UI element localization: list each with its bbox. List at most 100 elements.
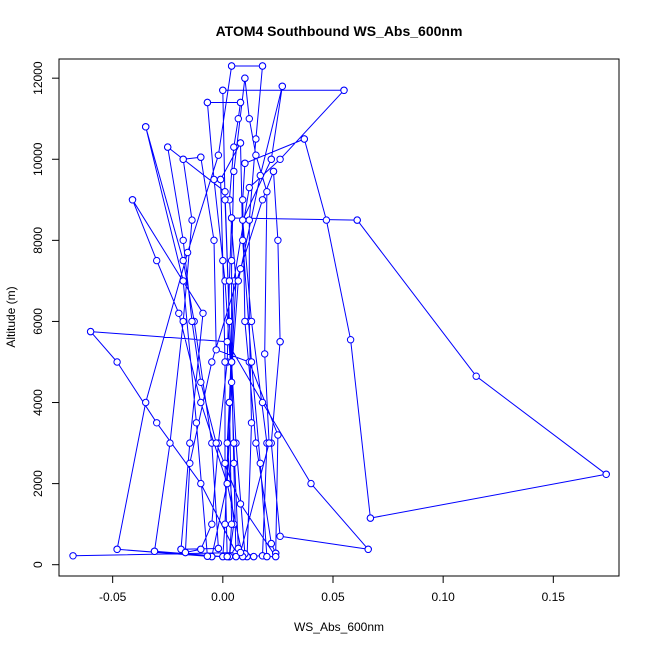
data-point [276, 155, 284, 164]
data-point [212, 346, 220, 354]
x-tick-label: 0.10 [431, 590, 455, 604]
data-point [227, 358, 236, 366]
data-point [236, 500, 245, 508]
data-point [221, 188, 229, 196]
data-point [197, 545, 205, 553]
data-point [113, 358, 121, 366]
data-point [183, 248, 192, 257]
data-point [247, 419, 256, 427]
data-point [258, 196, 267, 204]
data-point [197, 153, 205, 161]
data-point [300, 135, 308, 143]
data-point [263, 188, 271, 196]
data-point [212, 439, 220, 447]
data-point [179, 256, 187, 265]
y-tick-label: 8000 [31, 227, 45, 254]
chart-title: ATOM4 Southbound WS_Abs_600nm [216, 23, 463, 39]
data-point [252, 151, 260, 159]
data-point [227, 62, 236, 70]
data-point [241, 74, 249, 82]
data-point [366, 514, 375, 522]
data-point [364, 545, 372, 553]
data-point [186, 439, 194, 447]
data-point [188, 317, 196, 326]
data-point [210, 236, 218, 245]
data-point [269, 167, 278, 176]
data-point [210, 175, 218, 184]
data-point [128, 196, 137, 204]
data-point [267, 155, 275, 164]
data-point [179, 277, 187, 285]
y-tick-label: 12000 [31, 61, 45, 95]
data-point [223, 552, 231, 561]
data-point [247, 358, 256, 366]
data-point [203, 98, 212, 107]
data-point [186, 459, 194, 467]
data-point [236, 548, 245, 557]
data-point [234, 277, 243, 285]
data-point [188, 216, 196, 224]
data-point [214, 544, 223, 553]
data-point [142, 398, 150, 407]
data-point [179, 155, 187, 164]
data-point [197, 398, 205, 407]
data-point [230, 439, 238, 447]
data-point [197, 479, 205, 488]
data-point [175, 309, 183, 317]
data-point [216, 175, 225, 184]
data-point [250, 552, 258, 561]
data-point [278, 82, 286, 91]
y-tick-label: 2000 [31, 470, 45, 497]
data-point [252, 439, 260, 447]
data-point [236, 139, 245, 147]
x-tick-label: 0.00 [211, 590, 235, 604]
data-point [245, 115, 254, 123]
y-tick-label: 4000 [31, 389, 45, 416]
data-point [214, 151, 223, 159]
data-point [153, 256, 161, 265]
data-point [239, 216, 247, 224]
data-point [113, 545, 121, 553]
data-point [256, 171, 264, 180]
x-axis: -0.05 0.00 0.05 0.10 0.15 [99, 575, 566, 604]
data-point [472, 372, 480, 380]
data-point [274, 236, 282, 245]
data-point [219, 86, 227, 95]
data-point [267, 539, 275, 548]
data-point [153, 419, 161, 427]
data-point [150, 547, 159, 555]
x-tick-label: 0.05 [321, 590, 345, 604]
data-point [223, 338, 231, 346]
data-point [230, 459, 238, 467]
data-point [192, 419, 201, 427]
x-tick-label: 0.15 [542, 590, 566, 604]
data-point [252, 135, 260, 143]
data-point [230, 143, 238, 151]
data-point [245, 183, 254, 192]
data-point [219, 256, 227, 265]
data-point [276, 338, 284, 346]
data-point [261, 350, 269, 358]
data-point [225, 398, 234, 407]
data-point [225, 317, 234, 326]
data-point [179, 236, 187, 245]
x-axis-label: WS_Abs_600nm [294, 620, 384, 634]
series-points [69, 62, 610, 561]
data-point [353, 216, 361, 224]
data-point [256, 459, 264, 467]
data-point [230, 167, 238, 176]
data-point [164, 143, 172, 151]
data-point [274, 431, 282, 439]
data-point [221, 459, 229, 467]
data-point [179, 317, 187, 326]
data-point [199, 309, 207, 317]
data-point [263, 552, 271, 561]
data-point [69, 552, 77, 560]
data-point [208, 358, 216, 366]
data-point [258, 398, 267, 407]
data-point [241, 159, 249, 168]
data-point [197, 378, 205, 386]
data-point [166, 439, 174, 447]
data-point [221, 520, 229, 528]
